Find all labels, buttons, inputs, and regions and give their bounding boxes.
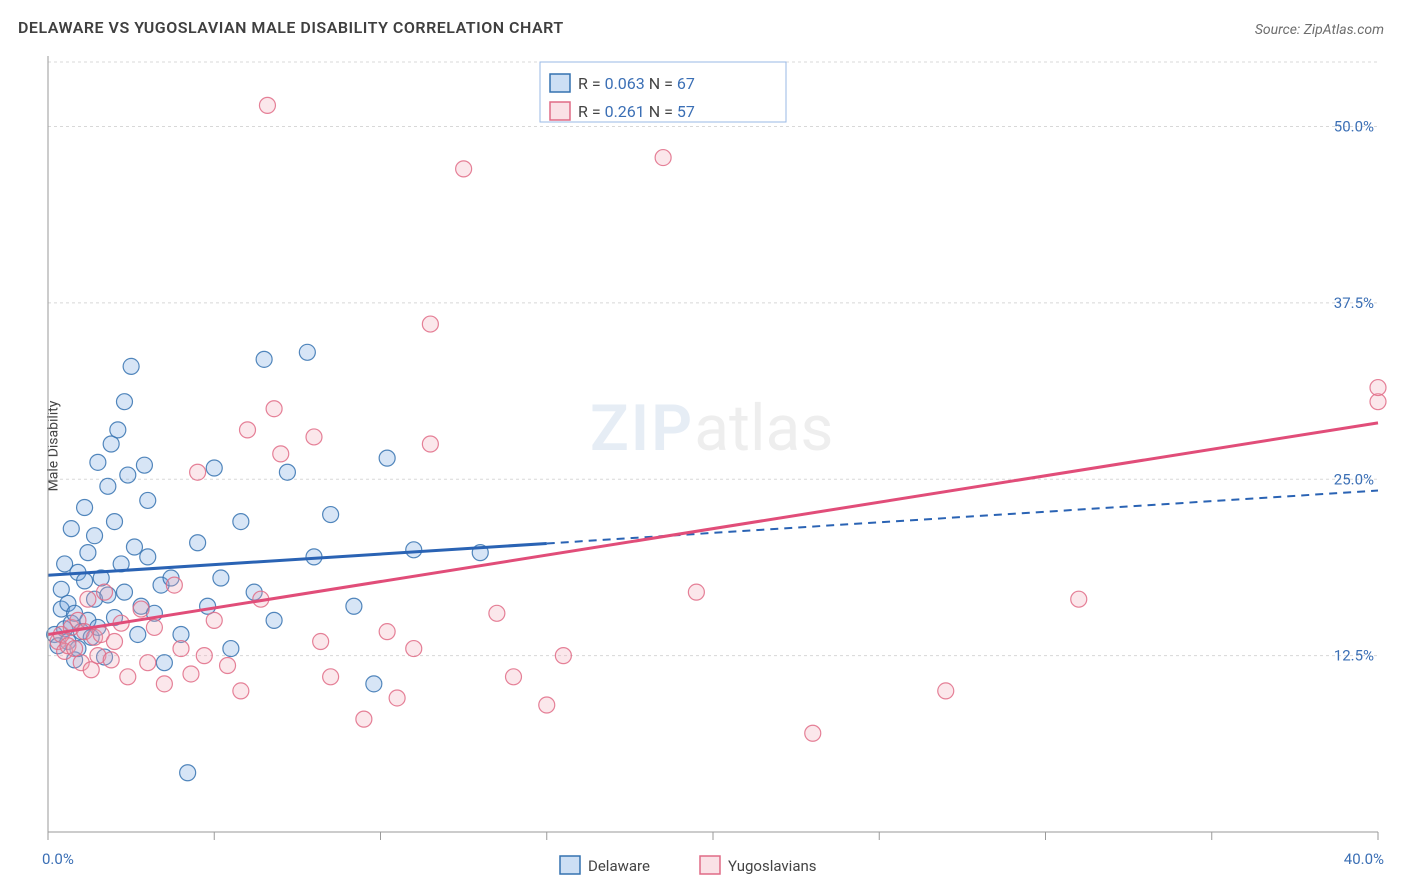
data-point-yugoslavians [422,316,438,332]
data-point-yugoslavians [233,683,249,699]
data-point-yugoslavians [655,150,671,166]
bottom-legend-label: Delaware [588,857,650,875]
data-point-delaware [126,539,142,555]
data-point-yugoslavians [183,666,199,682]
bottom-legend-swatch-yugoslavians [700,856,720,874]
data-point-delaware [156,655,172,671]
y-tick-label: 50.0% [1334,118,1374,136]
data-point-yugoslavians [140,655,156,671]
data-point-yugoslavians [97,584,113,600]
data-point-delaware [120,467,136,483]
data-point-delaware [279,464,295,480]
data-point-delaware [100,478,116,494]
data-point-yugoslavians [539,697,555,713]
data-point-delaware [107,514,123,530]
data-point-delaware [77,573,93,589]
data-point-yugoslavians [406,641,422,657]
data-point-yugoslavians [273,446,289,462]
data-point-delaware [77,499,93,515]
data-point-yugoslavians [489,605,505,621]
data-point-yugoslavians [456,161,472,177]
legend-r-text: R = 0.261 N = 57 [578,102,695,121]
data-point-delaware [130,626,146,642]
data-point-delaware [123,358,139,374]
data-point-delaware [140,549,156,565]
data-point-yugoslavians [173,641,189,657]
data-point-delaware [213,570,229,586]
data-point-delaware [80,545,96,561]
data-point-delaware [323,507,339,523]
data-point-yugoslavians [688,584,704,600]
data-point-yugoslavians [938,683,954,699]
data-point-yugoslavians [379,624,395,640]
data-point-delaware [136,457,152,473]
data-point-yugoslavians [156,676,172,692]
legend-swatch-yugoslavians [550,102,570,120]
data-point-yugoslavians [133,601,149,617]
x-tick-label: 0.0% [42,850,74,868]
y-tick-label: 37.5% [1334,294,1374,312]
data-point-delaware [87,528,103,544]
bottom-legend-swatch-delaware [560,856,580,874]
data-point-yugoslavians [313,634,329,650]
data-point-yugoslavians [80,591,96,607]
data-point-yugoslavians [146,619,162,635]
y-tick-label: 25.0% [1334,470,1374,488]
data-point-delaware [223,641,239,657]
data-point-yugoslavians [259,97,275,113]
data-point-yugoslavians [1071,591,1087,607]
data-point-yugoslavians [422,436,438,452]
data-point-delaware [366,676,382,692]
data-point-delaware [116,394,132,410]
data-point-delaware [90,454,106,470]
data-point-delaware [266,612,282,628]
data-point-delaware [140,492,156,508]
data-point-yugoslavians [356,711,372,727]
data-point-yugoslavians [240,422,256,438]
data-point-yugoslavians [1370,380,1386,396]
data-point-yugoslavians [266,401,282,417]
data-point-delaware [63,521,79,537]
legend-swatch-delaware [550,74,570,92]
data-point-yugoslavians [220,658,236,674]
data-point-delaware [233,514,249,530]
data-point-yugoslavians [107,634,123,650]
x-tick-label: 40.0% [1344,850,1384,868]
data-point-yugoslavians [306,429,322,445]
data-point-yugoslavians [389,690,405,706]
data-point-delaware [190,535,206,551]
data-point-yugoslavians [196,648,212,664]
data-point-delaware [180,765,196,781]
data-point-delaware [110,422,126,438]
data-point-yugoslavians [805,725,821,741]
watermark: ZIPatlas [590,391,833,466]
data-point-delaware [406,542,422,558]
data-point-yugoslavians [323,669,339,685]
data-point-delaware [346,598,362,614]
data-point-yugoslavians [190,464,206,480]
data-point-yugoslavians [555,648,571,664]
data-point-delaware [256,351,272,367]
data-point-delaware [299,344,315,360]
data-point-delaware [379,450,395,466]
data-point-delaware [206,460,222,476]
scatter-chart: ZIPatlas 0.0% 40.0% 12.5% 25.0% 37.5% 50.0% R =… [0,0,1406,892]
data-point-yugoslavians [103,652,119,668]
data-point-yugoslavians [506,669,522,685]
data-point-yugoslavians [120,669,136,685]
legend-r-text: R = 0.063 N = 67 [578,74,695,93]
data-point-yugoslavians [206,612,222,628]
y-tick-label: 12.5% [1334,647,1374,665]
data-point-delaware [116,584,132,600]
data-point-yugoslavians [166,577,182,593]
bottom-legend-label: Yugoslavians [728,857,817,875]
